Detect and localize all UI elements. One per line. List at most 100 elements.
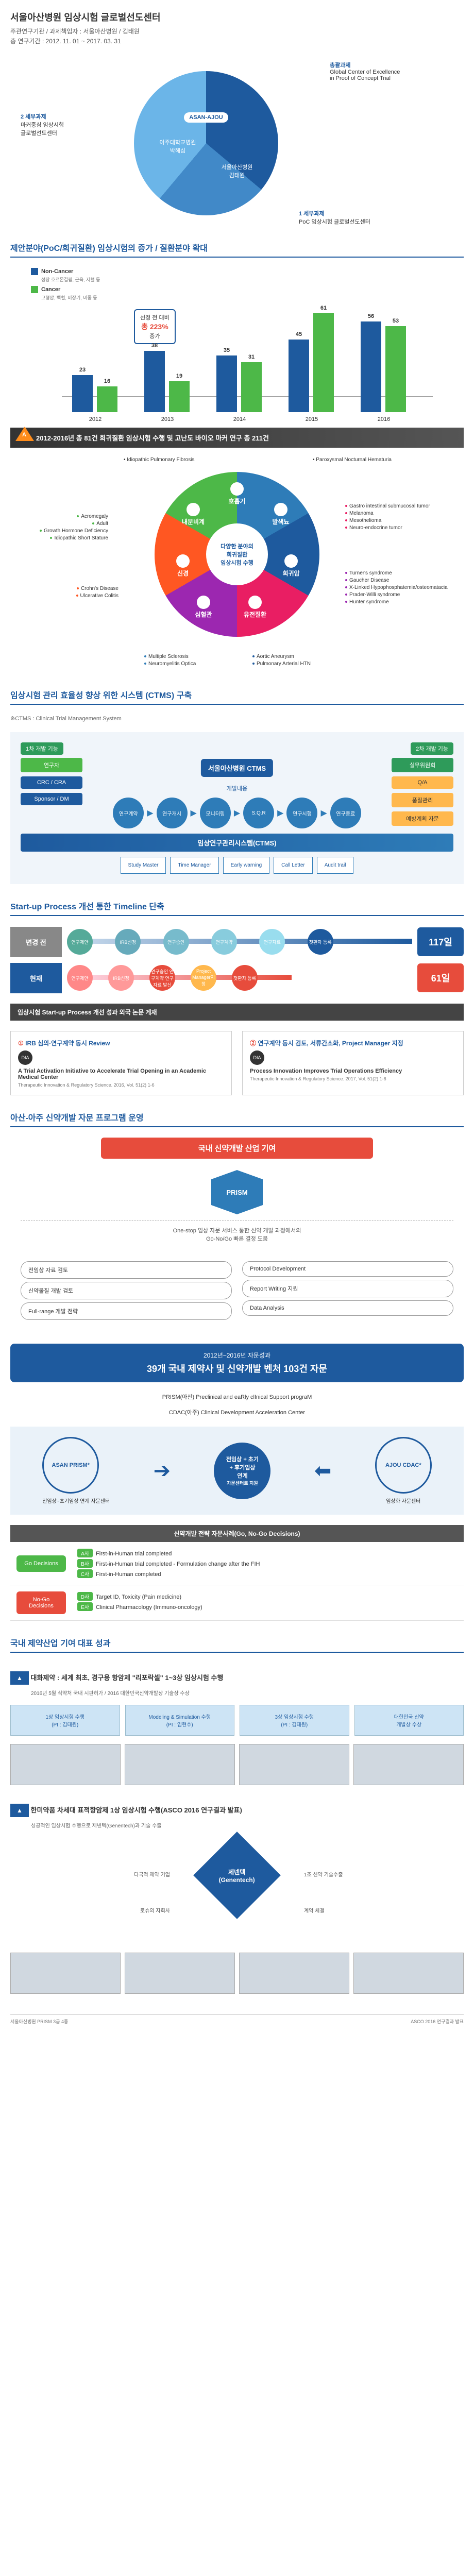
decision-row: B사First-in-Human trial completed - Formu…: [77, 1559, 459, 1568]
timeline-step: 첫환자 등록: [232, 965, 258, 991]
flow-step: 연구시험: [286, 798, 317, 828]
prism-item: 신약물질 개발 검토: [21, 1282, 232, 1299]
prism-left-col: 전임상 자료 검토신약물질 개발 검토Full-range 개발 전략: [21, 1258, 232, 1323]
org-center: 전임상 + 초기 + 후기임상 연계 자문센터로 지원: [214, 1443, 270, 1499]
flow-step: 연구계약: [113, 798, 144, 828]
flow-step: 연구개시: [157, 798, 188, 828]
ctms-flow-row: 연구계약▶연구개시▶모니터링▶S.Q.R▶연구시험▶연구종료: [21, 798, 453, 828]
arrow-icon: ➔: [154, 1459, 171, 1483]
dia-icon: DIA: [18, 1050, 32, 1065]
photo-row-2: [10, 1953, 464, 1994]
org-ajou: AJOU CDAC*: [375, 1437, 432, 1494]
ctms-box-title: 서울아산병원 CTMS: [201, 759, 273, 777]
final-note-1: ▲ 대화제약 : 세계 최초, 경구용 항암제 "리포락셀" 1~3상 임상시험…: [10, 1663, 464, 1697]
wheel-seg: 희귀암: [273, 554, 309, 578]
nogo-badge: No-Go Decisions: [16, 1591, 66, 1614]
wheel-label-genetic: Turner's syndromeGaucher DiseaseX-Linked…: [345, 570, 453, 606]
process-step: 대한민국 신약 개발상 수상: [354, 1705, 464, 1736]
ctms-right-col: 실무위원회 Q/A품질관리예방계획 자문: [392, 758, 453, 830]
photo-placeholder: [125, 1744, 235, 1785]
prism-banner: 국내 신약개발 산업 기여: [101, 1138, 373, 1159]
pie-label-sub1: 1 세부과제 PoC 임상시험 글로벌선도센터: [299, 209, 422, 226]
ctms-subtitle: ※CTMS : Clinical Trial Management System: [10, 715, 464, 722]
timeline-subbar: 임상시험 Start-up Process 개선 성과 외국 논문 게재: [10, 1004, 464, 1021]
sec2-title: 제안분야(PoC/희귀질환) 임상시험의 증가 / 질환분야 확대: [10, 241, 464, 258]
process-step: 1상 임상시험 수행 (PI : 김태원): [10, 1705, 120, 1736]
bar-group: 38192013: [144, 299, 191, 412]
wheel-label-neuro: Multiple SclerosisNeuromyelitis Optica: [144, 653, 237, 668]
prism-diagram: PRISM One-stop 임상 자문 서비스 통한 신약 개발 과정에서의 …: [10, 1169, 464, 1333]
wheel-label-gi: Crohn's DiseaseUlcerative Colitis: [46, 585, 118, 600]
photo-row-1: [10, 1744, 464, 1785]
dia-icon: DIA: [250, 1050, 264, 1065]
bar-group: 56532016: [361, 299, 407, 412]
timeline-before-label: 변경 전: [10, 927, 62, 957]
timeline-step: 연구제안: [67, 965, 93, 991]
final-title: 국내 제약산업 기여 대표 성과: [10, 1636, 464, 1653]
timeline-step: 첫환자 등록: [308, 929, 333, 955]
photo-placeholder: [10, 1744, 121, 1785]
wheel-label-cardio: Aortic AneurysmPulmonary Arterial HTN: [252, 653, 356, 668]
org-asan: ASAN PRISM*: [42, 1437, 99, 1494]
subsys-box: Call Letter: [274, 857, 313, 874]
ctms-tab-right: 2차 개발 기능: [411, 742, 453, 755]
triangle-badge: ▲: [10, 1671, 29, 1685]
process-step: Modeling & Simulation 수행 (PI : 임현수): [125, 1705, 235, 1736]
subsys-box: Study Master: [121, 857, 166, 874]
wheel-center: 다양한 분야의 희귀질환 임상시험 수행: [206, 523, 268, 585]
ctms-tab-left: 1차 개발 기능: [21, 742, 63, 755]
pie-center-logo: ASAN-AJOU: [184, 112, 228, 123]
prism-item: Report Writing 지원: [242, 1280, 453, 1297]
wheel-seg: 발색뇨: [263, 503, 299, 526]
decision-row: C사First-in-Human completed: [77, 1569, 459, 1578]
ctms-left-tag: CRC / CRA: [21, 776, 82, 789]
header-line2: 총 연구기간 : 2012. 11. 01 ~ 2017. 03. 31: [10, 37, 464, 45]
org-row: ASAN PRISM* 전임상~초기임상 연계 자문센터 ➔ 전임상 + 초기 …: [10, 1427, 464, 1515]
decision-row: E사Clinical Pharmacology (Immuno-oncology…: [77, 1602, 459, 1611]
timeline-step: 연구승인 연구계약 연구자료 발신: [149, 965, 175, 991]
subsys-box: Time Manager: [170, 857, 218, 874]
prism-hex: PRISM: [211, 1179, 263, 1205]
timeline-step: 연구자료: [259, 929, 285, 955]
decision-row: D사Target ID, Toxicity (Pain medicine): [77, 1592, 459, 1601]
prism-item: Data Analysis: [242, 1300, 453, 1316]
timeline-step: 연구계약: [211, 929, 237, 955]
process-arrow-row: 1상 임상시험 수행 (PI : 김태원)Modeling & Simulati…: [10, 1705, 464, 1736]
prism-item: Full-range 개발 전략: [21, 1302, 232, 1320]
bar-group: 35312014: [216, 299, 263, 412]
prism-right-col: Protocol Development Report Writing 지원 Dat…: [242, 1258, 453, 1323]
overview-pie: ASAN-AJOU 아주대학교병원 박해심 서울아산병원 김태원 총괄과제 Gl…: [10, 61, 464, 226]
disease-wheel-chart: • Idiopathic Pulmonary Fibrosis • Paroxy…: [10, 456, 464, 673]
timeline-now-label: 현재: [10, 963, 62, 993]
ctms-right-tag: Q/A: [392, 776, 453, 789]
ctms-left-tag: Sponsor / DM: [21, 793, 82, 805]
photo-placeholder: [10, 1953, 121, 1994]
photo-placeholder: [353, 1744, 464, 1785]
timeline-step: IRB신청: [108, 965, 134, 991]
timeline-step: Project Manager지정: [191, 965, 216, 991]
acronym-row-2: CDAC(아주) Clinical Development Accelerati…: [10, 1408, 464, 1416]
photo-placeholder: [239, 1744, 349, 1785]
wheel-seg: 호흡기: [219, 482, 255, 505]
triangle-icon: [15, 427, 34, 441]
final-note-2: ▲ 한미약품 차세대 표적항암제 1상 임상시험 수행(ASCO 2016 연구…: [10, 1795, 464, 1829]
dia-card-2: ② 연구계약 동시 검토, 서류간소화, Project Manager 지정 …: [242, 1031, 464, 1095]
genentech-diagram: 제넨텍 (Genentech) 다국적 제약 기업 로슈의 자회사 1조 신약 …: [10, 1844, 464, 1947]
wheel-seg: 내분비계: [175, 503, 211, 526]
decision-row: A사First-in-Human trial completed: [77, 1549, 459, 1557]
ctms-diagram: 1차 개발 기능 2차 개발 기능 서울아산병원 CTMS 연구자 CRC / C…: [10, 732, 464, 884]
photo-placeholder: [353, 1953, 464, 1994]
prism-result-banner: 2012년~2016년 자문성과 39개 국내 제약사 및 신약개발 벤처 10…: [10, 1344, 464, 1382]
prism-item: Protocol Development: [242, 1261, 453, 1277]
footnote: 서울아산병원 PRISM 3급 4종 ASCO 2016 연구결과 발표: [10, 2014, 464, 2025]
ctms-left-tag: 연구자: [21, 758, 82, 772]
pie-label-main: 총괄과제 Global Center of Excellence in Proo…: [330, 61, 453, 81]
header-line1: 주관연구기관 / 과제책임자 : 서울아산병원 / 김태원: [10, 27, 464, 36]
ctms-title: 임상시험 관리 효율성 향상 위한 시스템 (CTMS) 구축: [10, 688, 464, 705]
photo-placeholder: [125, 1953, 235, 1994]
pie-seg-ajou: 아주대학교병원 박해심: [155, 138, 201, 155]
wheel-label-cancer: Gastro intestinal submucosal tumorMelano…: [345, 503, 448, 532]
bar-group: 23162012: [72, 299, 118, 412]
timeline-before-days: 117일: [417, 927, 464, 956]
subsys-box: Early warning: [223, 857, 270, 874]
